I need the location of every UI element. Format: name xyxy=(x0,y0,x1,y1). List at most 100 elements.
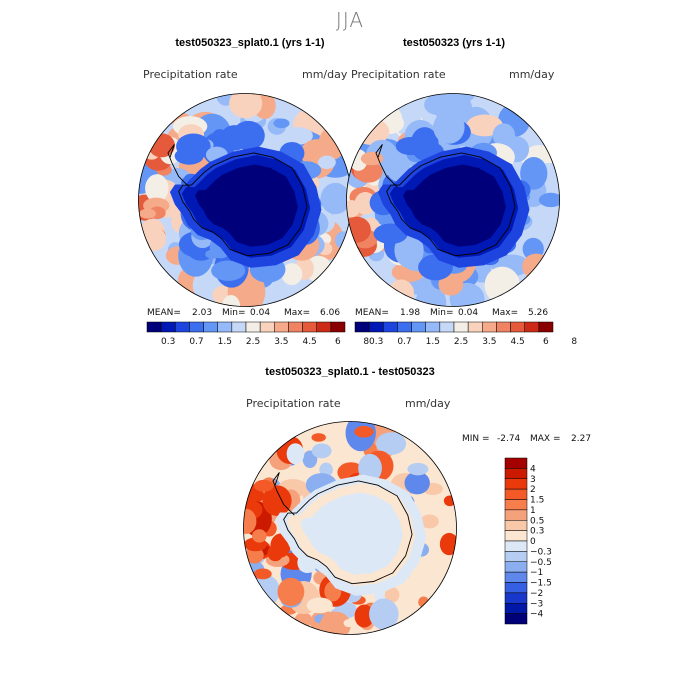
map-field-patch xyxy=(354,192,377,215)
map-field-patch xyxy=(343,619,355,628)
diff-panel-variable: Precipitation rate xyxy=(246,397,341,410)
colorbar-swatch xyxy=(439,321,455,333)
colorbar-tick-label: 3.5 xyxy=(482,337,496,347)
map-field-patch xyxy=(407,462,429,476)
colorbar-tick-label: 0 xyxy=(530,537,536,547)
colorbar-swatch xyxy=(316,321,332,333)
colorbar-swatch xyxy=(504,520,528,531)
antarctica-coastline xyxy=(178,152,308,257)
panel-2-polar-map xyxy=(346,93,560,307)
map-field-patch xyxy=(404,471,430,495)
colorbar-swatch xyxy=(504,551,528,562)
colorbar-swatch xyxy=(467,321,483,333)
panel-1-units: mm/day xyxy=(302,68,348,81)
map-field-patch xyxy=(220,125,249,151)
colorbar-swatch xyxy=(203,321,218,333)
colorbar-swatch xyxy=(504,582,528,594)
colorbar-swatch xyxy=(504,603,528,614)
map-field-patch xyxy=(420,514,439,529)
map-field-patch xyxy=(376,432,407,455)
colorbar-tick-label: 4 xyxy=(530,464,536,474)
panel-1-min-value: 0.04 xyxy=(250,308,271,318)
colorbar-swatch xyxy=(217,321,233,333)
colorbar-tick-label: 0.5 xyxy=(530,516,544,526)
colorbar-tick-label: 4.5 xyxy=(510,337,524,347)
colorbar-tick-label: −1.5 xyxy=(530,579,552,589)
map-field-patch xyxy=(283,127,313,145)
season-title: JJA xyxy=(335,8,365,32)
map-field-patch xyxy=(251,529,267,543)
map-field-patch xyxy=(277,577,305,607)
panel-1-title: test050323_splat0.1 (yrs 1-1) xyxy=(175,37,325,49)
panel-2-title: test050323 (yrs 1-1) xyxy=(402,37,506,49)
colorbar-tick-label: 1.5 xyxy=(218,337,232,347)
panel-2-mean-label: MEAN= xyxy=(355,308,389,318)
colorbar-tick-label: 0.7 xyxy=(397,337,411,347)
colorbar-swatch xyxy=(504,499,528,511)
map-field-patch xyxy=(384,587,400,603)
colorbar-swatch xyxy=(504,613,528,625)
panel-2-min-value: 0.04 xyxy=(458,308,479,318)
colorbar-swatch xyxy=(425,321,441,333)
colorbar-swatch xyxy=(453,321,469,333)
colorbar-tick-label: 3.5 xyxy=(274,337,288,347)
colorbar-swatch xyxy=(504,540,528,552)
colorbar-swatch xyxy=(245,321,261,333)
map-field-patch xyxy=(211,260,246,281)
panel-1-mean-value: 2.03 xyxy=(192,308,213,318)
colorbar-swatch xyxy=(146,321,162,333)
map-field-patch xyxy=(286,443,305,465)
colorbar-swatch xyxy=(330,321,346,333)
colorbar-swatch xyxy=(504,478,528,490)
colorbar-swatch xyxy=(189,321,204,333)
map-field-patch xyxy=(520,156,548,190)
map-field-patch xyxy=(438,273,464,296)
peninsula-coastline xyxy=(167,144,190,188)
colorbar-tick-label: −0.3 xyxy=(530,547,552,557)
colorbar-tick-label: 3 xyxy=(530,475,536,485)
map-field-patch xyxy=(439,532,457,556)
panel-1-min-label: Min= xyxy=(222,308,246,318)
map-field-patch xyxy=(433,110,465,144)
colorbar-swatch xyxy=(504,468,528,479)
colorbar-tick-label: −1 xyxy=(530,568,543,578)
antarctic-field xyxy=(403,164,506,247)
colorbar-tick-label: 1.5 xyxy=(530,496,544,506)
colorbar-tick-label: −0.5 xyxy=(530,558,552,568)
map-field-patch xyxy=(262,485,292,516)
antarctica-coastline xyxy=(386,152,516,257)
map-field-patch xyxy=(248,574,280,607)
map-field-patch xyxy=(311,443,332,459)
map-field-patch xyxy=(373,223,408,244)
colorbar-swatch xyxy=(510,321,525,333)
colorbar-tick-label: 1.5 xyxy=(426,337,440,347)
panel-2-mean-value: 1.98 xyxy=(400,308,421,318)
peninsula-coastline xyxy=(272,472,295,516)
map-field-patch xyxy=(273,118,290,129)
colorbar-tick-label: 0.3 xyxy=(161,337,175,347)
colorbar-tick-label: 2.5 xyxy=(246,337,260,347)
map-field-patch xyxy=(229,93,263,119)
map-field-patch xyxy=(306,597,333,614)
map-field-patch xyxy=(245,546,264,564)
colorbar-tick-label: −3 xyxy=(530,599,543,609)
map-field-patch xyxy=(139,208,156,219)
colorbar-swatch xyxy=(496,321,511,333)
map-field-patch xyxy=(369,598,399,630)
colorbar-swatch xyxy=(504,509,528,521)
colorbar-tick-label: −2 xyxy=(530,589,543,599)
colorbar-swatch xyxy=(504,592,528,604)
colorbar-tick-label: 0.3 xyxy=(530,527,544,537)
colorbar-swatch xyxy=(231,321,247,333)
map-boundary xyxy=(243,421,457,635)
colorbar-swatch xyxy=(354,321,370,333)
colorbar-tick-label: 1 xyxy=(530,506,536,516)
colorbar-swatch xyxy=(504,530,528,542)
diff-min-label: MIN = xyxy=(462,434,490,444)
panel-2-colorbar: 0.3 0.7 1.5 2.5 3.5 4.5 6 8 xyxy=(354,321,577,347)
diff-max-label: MAX = xyxy=(530,434,561,444)
panel-1-colorbar: 0.3 0.7 1.5 2.5 3.5 4.5 6 8 xyxy=(146,321,369,347)
map-field-patch xyxy=(320,182,351,215)
antarctic-field xyxy=(195,164,298,247)
